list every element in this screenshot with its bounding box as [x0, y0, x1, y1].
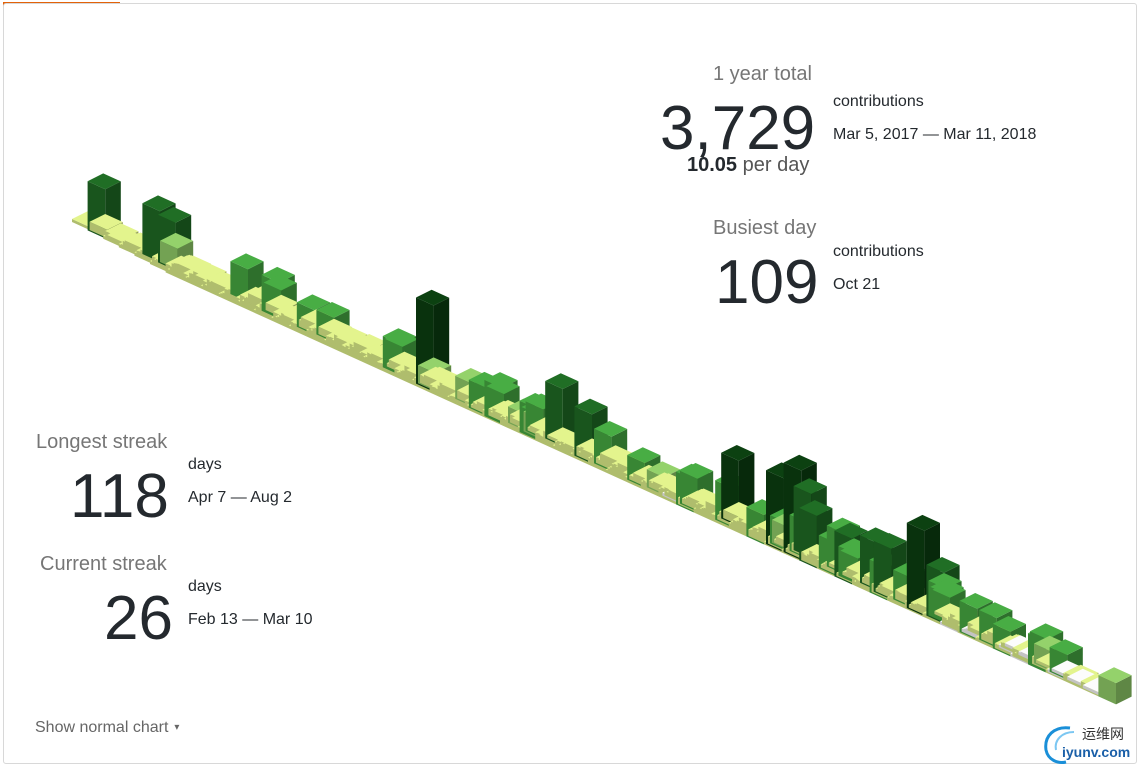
current-streak-range: Feb 13 — Mar 10: [188, 611, 313, 628]
watermark-chinese-text: 运维网: [1082, 726, 1124, 742]
toggle-label: Show normal chart: [35, 719, 169, 736]
total-label: 1 year total: [713, 63, 812, 86]
cell-top-face: [979, 602, 1013, 619]
total-number: 3,729: [660, 94, 816, 163]
longest-streak-unit: days: [188, 456, 222, 473]
cell-top-face: [142, 195, 176, 212]
cell-left-face: [1098, 675, 1116, 705]
busiest-date: Oct 21: [833, 276, 881, 293]
watermark: 运维网 iyunv.com: [1040, 722, 1140, 766]
busiest-label: Busiest day: [713, 217, 816, 240]
cell-top-face: [600, 445, 634, 461]
cell-left-face: [230, 261, 248, 302]
longest-streak-number: 118: [70, 462, 169, 531]
cell-top-face: [545, 373, 579, 389]
cell-top-face: [384, 331, 418, 347]
cell-top-face: [783, 454, 817, 471]
cell-top-face: [959, 593, 993, 609]
per-day-average: 10.05 per day: [687, 154, 809, 177]
cell-top-face: [992, 616, 1026, 632]
cell-top-face: [87, 173, 121, 190]
swoosh-logo-icon: [1044, 726, 1075, 764]
caret-down-icon: ▾: [174, 722, 180, 733]
cell-top-face: [263, 274, 297, 291]
cell-top-face: [160, 232, 194, 249]
cell-top-face: [680, 463, 714, 479]
current-streak-label: Current streak: [40, 553, 167, 576]
cell-top-face: [574, 398, 608, 415]
cell-left-face: [1067, 676, 1085, 688]
cell-top-face: [486, 378, 520, 395]
cell-top-face: [1098, 667, 1132, 684]
cell-left-face: [142, 203, 160, 262]
current-streak-number: 26: [104, 584, 173, 653]
longest-streak-label-text: Longest streak: [36, 431, 168, 453]
cell-top-face: [932, 582, 966, 598]
cell-top-face: [316, 302, 350, 318]
cell-top-face: [834, 522, 868, 539]
cell-left-face: [89, 221, 108, 238]
cell-top-face: [793, 478, 827, 494]
cell-top-face: [230, 253, 264, 270]
cell-top-face: [594, 421, 628, 437]
cell-top-face: [906, 514, 940, 531]
cell-top-face: [1030, 623, 1064, 640]
cell-top-face: [926, 557, 960, 573]
busiest-unit: contributions: [833, 243, 924, 260]
longest-streak-label: Longest streak: [36, 431, 167, 454]
total-range: Mar 5, 2017 — Mar 11, 2018: [833, 126, 1037, 143]
cell-top-face: [627, 447, 661, 463]
contribution-cell: [1098, 667, 1132, 705]
cell-top-face: [416, 289, 450, 306]
cell-top-face: [296, 294, 330, 311]
cell-left-face: [906, 522, 925, 616]
cell-top-face: [873, 533, 907, 549]
cell-top-face: [799, 500, 833, 516]
cell-left-face: [72, 219, 90, 230]
cell-top-face: [721, 445, 755, 461]
per-day-unit: per day: [742, 154, 810, 176]
current-streak-unit: days: [188, 578, 222, 595]
per-day-value: 10.05: [687, 154, 738, 176]
cell-top-face: [646, 461, 680, 478]
longest-streak-range: Apr 7 — Aug 2: [188, 489, 293, 506]
watermark-url-text: iyunv.com: [1062, 744, 1131, 760]
show-normal-chart-toggle[interactable]: Show normal chart ▾: [35, 719, 179, 737]
cell-top-face: [1049, 639, 1083, 655]
cell-top-face: [158, 207, 192, 223]
total-unit: contributions: [833, 93, 924, 110]
busiest-label-text: Busiest day: [713, 217, 817, 239]
cell-top-face: [89, 214, 123, 230]
cell-right-face: [1116, 675, 1132, 705]
current-streak-label-text: Current streak: [40, 553, 167, 575]
total-label-text: 1 year total: [713, 63, 812, 85]
busiest-number: 109: [715, 248, 819, 317]
cell-left-face: [1082, 685, 1101, 696]
